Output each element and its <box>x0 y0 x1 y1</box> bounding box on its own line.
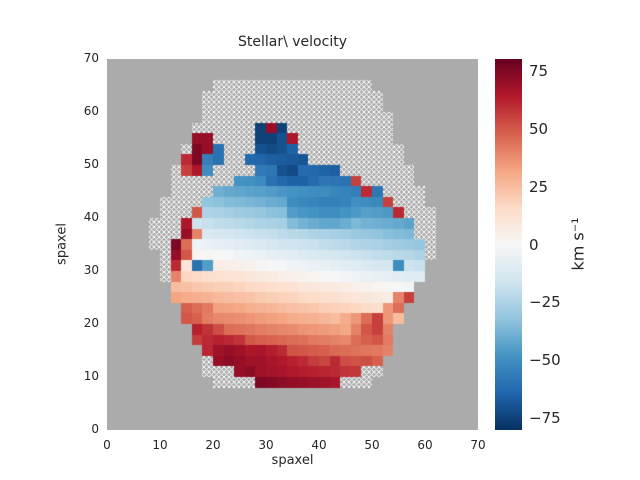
x-tick-label: 70 <box>470 438 486 452</box>
y-tick-label: 60 <box>83 104 99 118</box>
x-tick-label: 50 <box>364 438 380 452</box>
y-tick-label: 50 <box>83 157 99 171</box>
plot-title: Stellar\ velocity <box>238 34 347 50</box>
colorbar-tick-label: 75 <box>529 61 549 80</box>
x-tick-label: 30 <box>258 438 274 452</box>
x-tick-label: 40 <box>311 438 327 452</box>
colorbar-tick-label: 50 <box>529 119 549 138</box>
colorbar-tick-label: −25 <box>529 293 561 312</box>
y-tick-label: 0 <box>91 422 99 436</box>
colorbar-tick-label: −75 <box>529 409 561 428</box>
x-tick-label: 0 <box>103 438 111 452</box>
velocity-heatmap <box>107 59 478 430</box>
colorbar-tick-label: −50 <box>529 351 561 370</box>
x-tick-label: 10 <box>152 438 168 452</box>
y-tick-label: 70 <box>83 51 99 65</box>
y-tick-label: 30 <box>83 263 99 277</box>
y-tick-label: 20 <box>83 316 99 330</box>
y-tick-label: 40 <box>83 210 99 224</box>
colorbar-tick-label: 0 <box>529 235 539 254</box>
plot-area <box>107 59 478 430</box>
colorbar-label: km s⁻¹ <box>568 217 588 271</box>
y-axis-label: spaxel <box>54 223 70 265</box>
colorbar <box>495 59 522 430</box>
x-tick-label: 60 <box>417 438 433 452</box>
y-tick-label: 10 <box>83 369 99 383</box>
x-axis-label: spaxel <box>271 453 314 468</box>
colorbar-tick-label: 25 <box>529 177 549 196</box>
x-tick-label: 20 <box>205 438 221 452</box>
